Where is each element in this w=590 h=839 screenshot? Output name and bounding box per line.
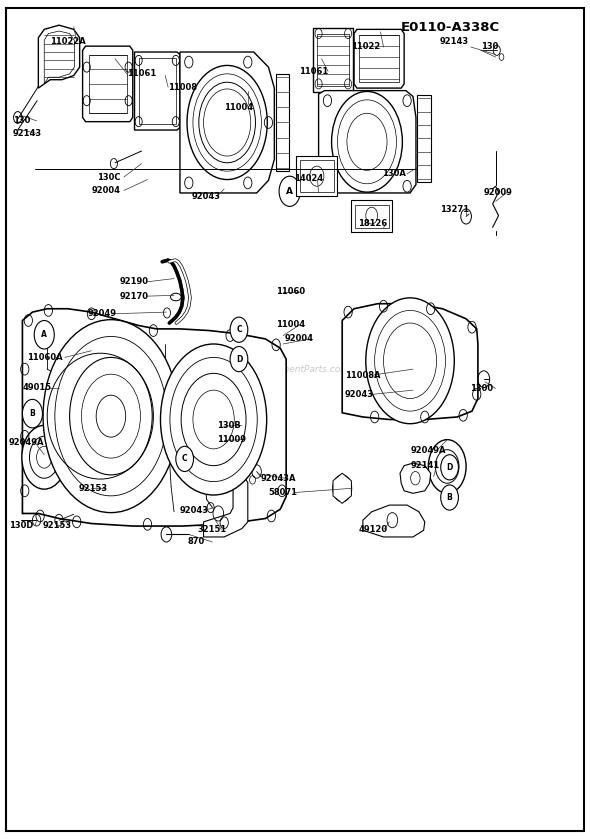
Text: 49015: 49015 [22, 383, 51, 392]
Polygon shape [204, 478, 248, 537]
Circle shape [230, 317, 248, 342]
Bar [139, 58, 176, 124]
Bar [296, 156, 337, 196]
Ellipse shape [171, 294, 181, 300]
Text: 58071: 58071 [268, 488, 297, 497]
Text: 92004: 92004 [285, 335, 314, 343]
Text: A: A [41, 331, 47, 339]
Text: 130D: 130D [9, 521, 33, 529]
Text: 32151: 32151 [198, 525, 227, 534]
Text: 130C: 130C [97, 173, 121, 181]
Text: 130A: 130A [382, 169, 406, 178]
Text: C: C [236, 326, 242, 334]
Circle shape [366, 298, 454, 424]
Text: D: D [236, 355, 242, 363]
Bar [355, 205, 389, 228]
Polygon shape [400, 463, 431, 493]
Text: 11022: 11022 [351, 43, 381, 51]
Polygon shape [135, 52, 180, 130]
Circle shape [34, 320, 54, 349]
Polygon shape [319, 91, 416, 193]
Circle shape [428, 440, 466, 493]
Text: 92153: 92153 [78, 484, 107, 492]
Text: 11061: 11061 [127, 70, 156, 78]
Polygon shape [417, 95, 431, 182]
Text: 92049: 92049 [87, 310, 116, 318]
Polygon shape [342, 304, 478, 420]
Text: 92043: 92043 [345, 390, 373, 399]
Text: A: A [286, 187, 293, 195]
Text: 92049A: 92049A [411, 446, 446, 455]
Text: 11004: 11004 [224, 103, 253, 112]
Circle shape [187, 65, 267, 180]
Polygon shape [354, 29, 404, 88]
Polygon shape [313, 28, 353, 92]
Circle shape [230, 347, 248, 372]
Circle shape [333, 475, 352, 502]
Text: 92043A: 92043A [261, 474, 296, 482]
Text: 92153: 92153 [43, 521, 72, 529]
Text: 92190: 92190 [120, 278, 149, 286]
Polygon shape [180, 52, 274, 193]
Bar [351, 200, 392, 232]
Polygon shape [276, 74, 289, 171]
Text: eReplacementParts.com: eReplacementParts.com [240, 365, 350, 373]
Text: 11060: 11060 [276, 288, 305, 296]
Text: 130B: 130B [217, 421, 241, 430]
Text: 11022A: 11022A [50, 37, 86, 45]
Text: 13271: 13271 [440, 206, 468, 214]
Text: 92143: 92143 [440, 37, 468, 45]
Circle shape [43, 320, 179, 513]
Text: C: C [182, 455, 188, 463]
Bar [300, 160, 334, 192]
Polygon shape [363, 505, 425, 537]
Text: 92004: 92004 [91, 186, 120, 195]
Text: 1300: 1300 [470, 384, 493, 393]
Polygon shape [38, 25, 80, 88]
Polygon shape [333, 473, 352, 503]
Text: 49120: 49120 [358, 525, 387, 534]
Bar [317, 34, 349, 86]
Circle shape [22, 425, 67, 489]
Text: 11008A: 11008A [345, 371, 380, 379]
Text: 92043: 92043 [180, 506, 209, 514]
Text: D: D [447, 463, 453, 472]
Text: 870: 870 [188, 538, 205, 546]
Circle shape [279, 176, 300, 206]
Polygon shape [83, 46, 133, 122]
Text: 92141: 92141 [411, 461, 440, 470]
Text: 92043: 92043 [192, 192, 221, 201]
Circle shape [332, 91, 402, 192]
Text: 92143: 92143 [13, 129, 42, 138]
Circle shape [22, 399, 42, 428]
Bar [359, 35, 399, 82]
Text: E0110-A338C: E0110-A338C [401, 21, 500, 34]
Circle shape [160, 344, 267, 495]
Circle shape [176, 446, 194, 472]
Text: 92170: 92170 [120, 292, 149, 300]
Bar [88, 55, 127, 113]
Text: 11060A: 11060A [27, 353, 62, 362]
Text: 130: 130 [481, 43, 498, 51]
Text: 11008: 11008 [168, 83, 197, 91]
Text: 11009: 11009 [217, 435, 246, 444]
Text: 11061: 11061 [299, 67, 328, 76]
Text: 92049A: 92049A [9, 439, 44, 447]
Text: 18126: 18126 [358, 219, 387, 227]
Text: 14024: 14024 [294, 175, 323, 183]
Text: B: B [447, 493, 453, 502]
Text: B: B [30, 409, 35, 418]
Circle shape [441, 485, 458, 510]
Polygon shape [22, 309, 286, 526]
Text: 92009: 92009 [484, 188, 513, 196]
Text: 11004: 11004 [276, 320, 305, 329]
Text: 130: 130 [13, 117, 30, 125]
Circle shape [441, 455, 458, 480]
